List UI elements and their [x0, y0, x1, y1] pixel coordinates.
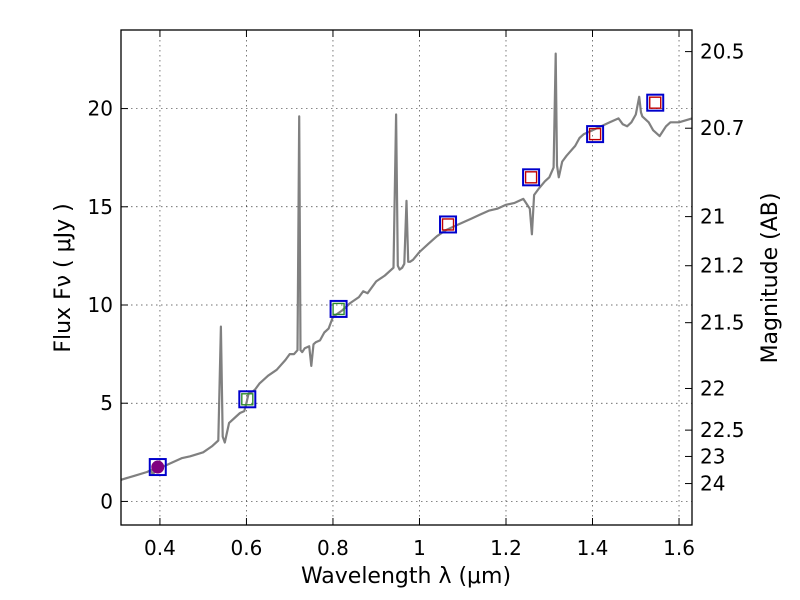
x-tick-label: 0.8	[317, 536, 349, 560]
model-flux-marker	[441, 218, 455, 231]
photometry-markers	[148, 93, 665, 477]
y-tick-label: 10	[88, 293, 113, 317]
y2-tick-label: 24	[700, 472, 725, 496]
model-flux-marker	[524, 171, 538, 184]
observed-flux-marker	[586, 125, 605, 144]
y-tick-label: 20	[88, 97, 113, 121]
x-tick-label: 1.4	[577, 536, 609, 560]
x-tick-label: 1.2	[490, 536, 522, 560]
observed-flux-marker	[646, 93, 665, 112]
y2-tick-label: 21.5	[700, 311, 745, 335]
y2-tick-label: 21.2	[700, 254, 745, 278]
y-tick-label: 5	[100, 391, 113, 415]
observed-flux-marker	[329, 299, 348, 318]
observed-flux-marker	[522, 168, 541, 187]
y2-tick-label: 22	[700, 376, 725, 400]
y2-tick-label: 20.7	[700, 116, 745, 140]
axis-ticks: 0.4 0.6 0.8 1 1.2 1.4 1.6 0 5 10 15 20 20.5 20.7 21 21.…	[88, 30, 745, 560]
x-tick-label: 0.6	[231, 536, 263, 560]
observed-flux-marker	[238, 390, 257, 409]
x-axis-label: Wavelength λ (μm)	[301, 564, 511, 589]
model-flux-marker	[649, 96, 662, 109]
model-flux-marker	[332, 302, 345, 316]
model-flux-marker	[151, 460, 165, 474]
observed-flux-marker	[148, 458, 167, 477]
observed-flux-marker	[439, 215, 458, 234]
x-tick-label: 1.6	[663, 536, 695, 560]
y2-tick-label: 21	[700, 205, 725, 229]
model-flux-marker	[241, 393, 254, 406]
y2-tick-label: 23	[700, 444, 725, 468]
spectrum-line	[120, 52, 693, 481]
y2-axis-label: Magnitude (AB)	[758, 193, 783, 364]
plot-frame	[120, 29, 693, 526]
grid	[121, 30, 692, 525]
y-tick-label: 0	[100, 489, 113, 513]
x-tick-label: 0.4	[144, 536, 176, 560]
y2-tick-label: 22.5	[700, 418, 745, 442]
series-layer	[120, 52, 693, 481]
x-tick-label: 1	[413, 536, 426, 560]
y2-tick-label: 20.5	[700, 40, 745, 64]
model-flux-marker	[588, 127, 602, 141]
y-axis-label: Flux Fν ( μJy )	[51, 203, 76, 352]
y-tick-label: 15	[88, 195, 113, 219]
